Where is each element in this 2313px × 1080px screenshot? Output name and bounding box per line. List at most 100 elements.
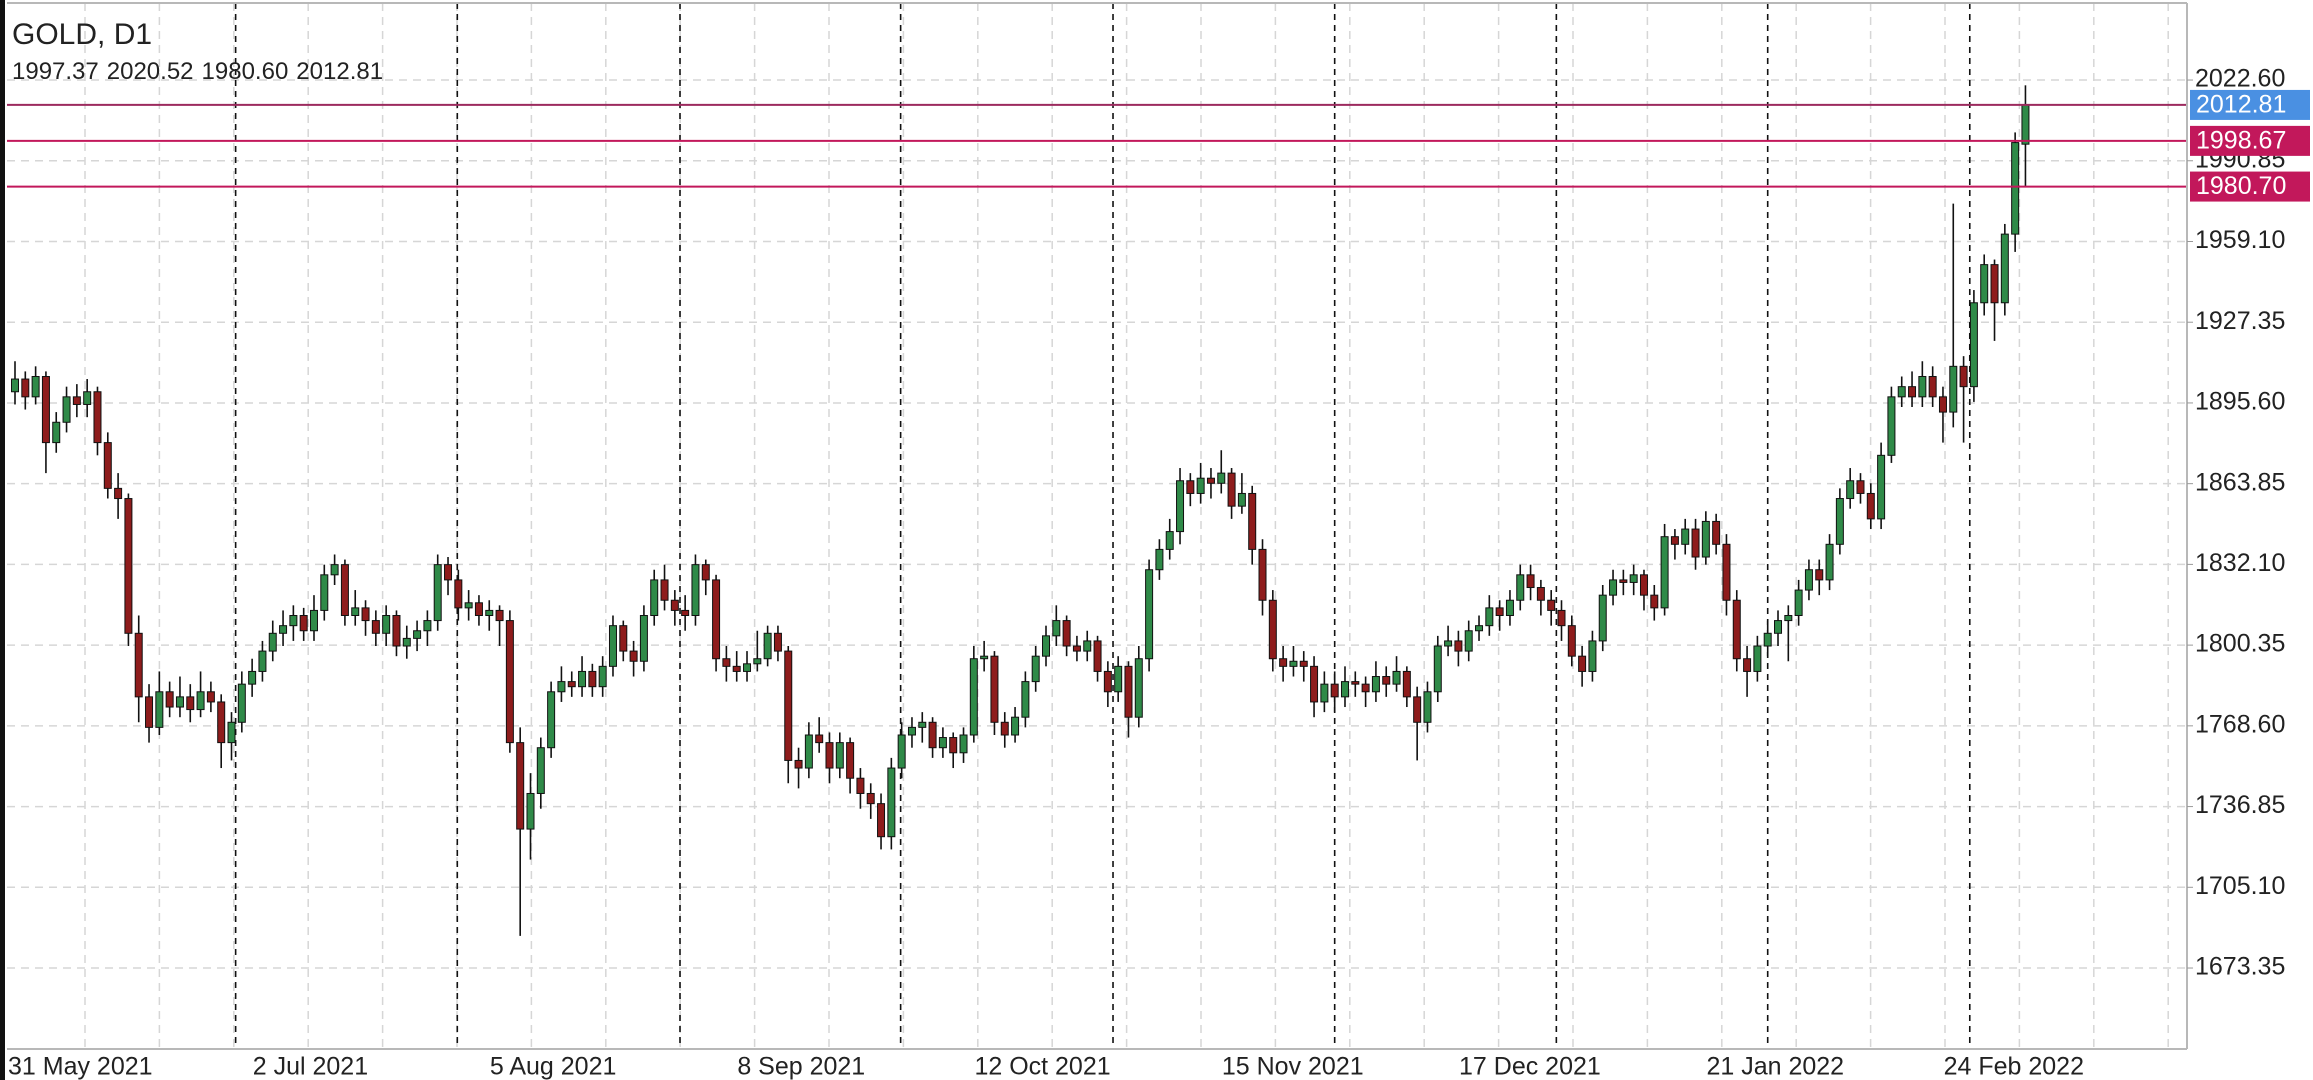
candle-body bbox=[526, 792, 535, 830]
candle-body bbox=[505, 620, 514, 744]
x-tick-label: 5 Aug 2021 bbox=[490, 1053, 617, 1080]
candle-body bbox=[1330, 683, 1339, 698]
candle-body bbox=[691, 564, 700, 616]
chart-title: GOLD, D1 bbox=[12, 18, 152, 51]
candle-body bbox=[1567, 625, 1576, 657]
last-price-label: 2012.81 bbox=[2196, 91, 2286, 119]
candle-body bbox=[186, 696, 195, 711]
candle-body bbox=[763, 632, 772, 660]
candle-body bbox=[114, 487, 123, 500]
candle-body bbox=[1825, 543, 1834, 581]
candle-body bbox=[907, 726, 916, 736]
candle-body bbox=[1021, 681, 1030, 718]
candle-body bbox=[1887, 396, 1896, 456]
candle-body bbox=[454, 579, 463, 609]
candle-body bbox=[423, 620, 432, 632]
candle-body bbox=[567, 681, 576, 688]
candle-body bbox=[1732, 599, 1741, 660]
candle-body bbox=[1660, 536, 1669, 609]
candle-body bbox=[444, 564, 453, 581]
ohlc-value: 1997.37 bbox=[12, 58, 99, 85]
candle-body bbox=[1454, 640, 1463, 652]
candle-body bbox=[1093, 640, 1102, 672]
candle-body bbox=[1753, 645, 1762, 672]
candle-body bbox=[1547, 599, 1556, 611]
candle-body bbox=[1382, 676, 1391, 685]
candle-body bbox=[1392, 670, 1401, 685]
candle-body bbox=[402, 637, 411, 647]
candle-body bbox=[1000, 721, 1009, 736]
candle-body bbox=[413, 630, 422, 639]
candle-body bbox=[93, 391, 102, 444]
y-tick-label: 1863.85 bbox=[2195, 468, 2285, 496]
candle-body bbox=[753, 658, 762, 665]
candle-body bbox=[1557, 609, 1566, 627]
candle-body bbox=[72, 396, 81, 405]
x-tick-label: 17 Dec 2021 bbox=[1459, 1053, 1601, 1080]
x-tick-label: 24 Feb 2022 bbox=[1944, 1053, 2084, 1080]
candle-body bbox=[959, 734, 968, 754]
candle-body bbox=[928, 721, 937, 749]
candle-body bbox=[1279, 658, 1288, 667]
candle-body bbox=[732, 665, 741, 672]
candle-body bbox=[1402, 670, 1411, 698]
candle-body bbox=[103, 442, 112, 489]
candle-body bbox=[547, 691, 556, 749]
candle-body bbox=[1351, 681, 1360, 685]
candle-body bbox=[279, 625, 288, 634]
candle-body bbox=[1629, 574, 1638, 583]
candle-body bbox=[21, 378, 30, 398]
candle-body bbox=[1124, 665, 1133, 718]
candle-body bbox=[268, 632, 277, 652]
candle-body bbox=[681, 609, 690, 616]
candle-body bbox=[670, 599, 679, 611]
candle-body bbox=[2011, 142, 2020, 235]
candle-body bbox=[175, 696, 184, 708]
candle-body bbox=[124, 498, 133, 634]
candle-body bbox=[629, 650, 638, 662]
candle-body bbox=[31, 375, 40, 398]
price-lines bbox=[7, 103, 2187, 188]
candle-body bbox=[1505, 599, 1514, 616]
candle-body bbox=[351, 607, 360, 616]
candle-body bbox=[62, 396, 71, 423]
candle-body bbox=[464, 602, 473, 609]
candle-body bbox=[1774, 620, 1783, 634]
candle-body bbox=[1196, 477, 1205, 494]
candle-body bbox=[990, 655, 999, 723]
candle-body bbox=[1681, 528, 1690, 545]
candle-body bbox=[1743, 658, 1752, 672]
x-tick-label: 31 May 2021 bbox=[8, 1053, 153, 1080]
candle-body bbox=[835, 742, 844, 769]
candle-body bbox=[52, 421, 61, 444]
candle-body bbox=[1134, 658, 1143, 718]
y-tick-label: 1959.10 bbox=[2195, 226, 2285, 254]
candle-body bbox=[433, 564, 442, 622]
candle-body bbox=[382, 614, 391, 634]
x-tick-label: 2 Jul 2021 bbox=[253, 1053, 368, 1080]
candle-body bbox=[1691, 528, 1700, 558]
candle-body bbox=[1464, 630, 1473, 652]
candle-body bbox=[1763, 632, 1772, 647]
candle-body bbox=[897, 734, 906, 769]
candle-body bbox=[588, 670, 597, 688]
candle-body bbox=[1011, 716, 1020, 736]
candle-body bbox=[309, 609, 318, 632]
price-tag bbox=[2190, 171, 2310, 202]
candle-body bbox=[134, 632, 143, 698]
candle-body bbox=[1588, 640, 1597, 672]
candle-body bbox=[320, 574, 329, 611]
candle-body bbox=[392, 614, 401, 647]
candle-body bbox=[1299, 660, 1308, 667]
ohlc-value: 1980.60 bbox=[202, 58, 289, 85]
candle-body bbox=[1794, 589, 1803, 616]
candle-body bbox=[1928, 375, 1937, 398]
candle-body bbox=[1804, 569, 1813, 591]
candle-body bbox=[794, 759, 803, 769]
candle-body bbox=[361, 607, 370, 622]
candle-body bbox=[536, 747, 545, 794]
y-tick-label: 2022.60 bbox=[2195, 65, 2285, 93]
candle-body bbox=[1866, 492, 1875, 520]
candle-body bbox=[289, 614, 298, 627]
